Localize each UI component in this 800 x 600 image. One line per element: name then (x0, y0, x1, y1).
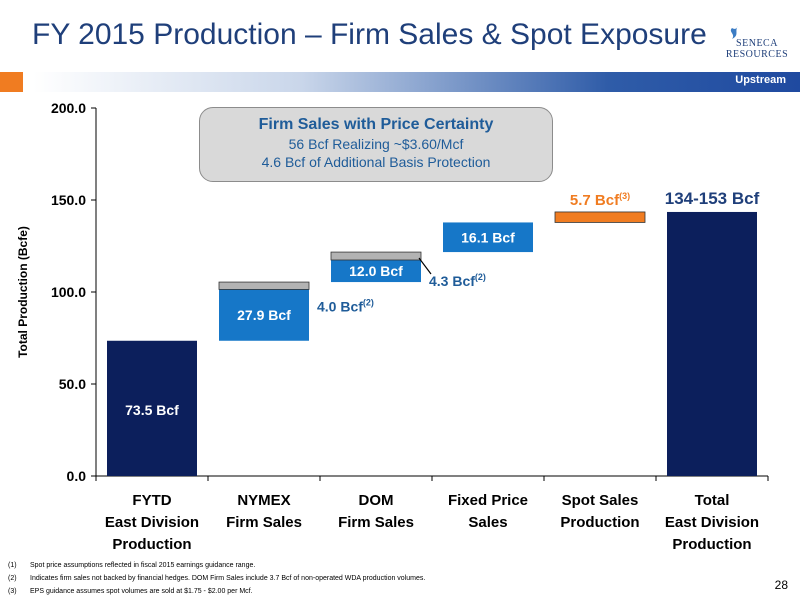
logo-line-2: RESOURCES (725, 49, 789, 60)
footnotes: (1) Spot price assumptions reflected in f… (8, 559, 425, 598)
data-label: 16.1 Bcf (461, 229, 515, 245)
page-title: FY 2015 Production – Firm Sales & Spot E… (32, 18, 707, 51)
x-tick-label-line: Fixed Price (448, 492, 528, 509)
x-tick-label: Spot Sales Production (560, 492, 639, 531)
data-label: 134-153 Bcf (665, 189, 760, 208)
data-label: 4.0 Bcf(2) (317, 297, 374, 314)
data-label: 27.9 Bcf (237, 307, 291, 323)
footnote-text: Indicates firm sales not backed by finan… (30, 575, 426, 582)
logo-flame-icon (730, 26, 738, 39)
callout-line-2: 4.6 Bcf of Additional Basis Protection (261, 154, 491, 170)
bar-segment (443, 222, 533, 253)
footnote-number: (2) (8, 575, 17, 582)
x-tick-label-line: East Division (105, 514, 199, 531)
footnote-number: (3) (8, 588, 17, 595)
x-tick-label: FYTD East Division Production (105, 492, 199, 553)
bar-segment (107, 340, 197, 476)
x-tick-label: DOM Firm Sales (338, 492, 414, 531)
y-axis-label: Total Production (Bcfe) (16, 226, 30, 358)
footnote-number: (1) (8, 562, 17, 569)
y-tick-label: 200.0 (51, 100, 86, 116)
x-tick-label: Fixed Price Sales (448, 492, 528, 531)
logo-wordmark: SENECA RESOURCES (718, 38, 796, 60)
data-label: 4.3 Bcf(2) (429, 272, 486, 289)
data-label-value: 4.3 Bcf (429, 273, 475, 289)
bar-segment (218, 281, 310, 290)
data-label-value: 5.7 Bcf (570, 192, 620, 209)
x-tick-label-line: Sales (468, 514, 507, 531)
header-band (33, 72, 800, 92)
data-label-value: 4.0 Bcf (317, 298, 363, 314)
footnote-text: EPS guidance assumes spot volumes are so… (30, 588, 253, 595)
data-label-value: 73.5 Bcf (125, 402, 179, 418)
x-tick-label-line: Production (112, 536, 191, 553)
callout-title: Firm Sales with Price Certainty (258, 116, 494, 133)
y-tick-label: 100.0 (51, 284, 86, 300)
callout-box: Firm Sales with Price Certainty 56 Bcf R… (199, 107, 553, 182)
bar-segment (554, 211, 646, 223)
y-tick-label: 50.0 (59, 376, 86, 392)
logo-line-1: SENECA (736, 38, 778, 49)
data-label-value: 12.0 Bcf (349, 263, 403, 279)
x-tick-label-line: FYTD (132, 492, 171, 509)
bar-segment (331, 259, 421, 283)
footnote: (1) Spot price assumptions reflected in f… (8, 559, 425, 572)
footnote: (3) EPS guidance assumes spot volumes are… (8, 585, 425, 598)
bar-segment (330, 251, 422, 261)
data-label-value: 27.9 Bcf (237, 307, 291, 323)
leader-line (418, 257, 432, 275)
bar-segment (667, 211, 757, 476)
data-label-value: 16.1 Bcf (461, 229, 515, 245)
x-tick-label-line: DOM (359, 492, 394, 509)
data-label-superscript: (3) (619, 191, 630, 201)
company-logo: SENECA RESOURCES (718, 24, 796, 68)
x-tick-label: Total East Division Production (665, 492, 759, 553)
x-tick-label-line: Firm Sales (226, 514, 302, 531)
callout-line-1: 56 Bcf Realizing ~$3.60/Mcf (288, 136, 464, 152)
footnote-text: Spot price assumptions reflected in fisc… (30, 562, 256, 569)
data-label-superscript: (2) (475, 272, 486, 282)
x-tick-label-line: Firm Sales (338, 514, 414, 531)
section-tag: Upstream (735, 74, 786, 86)
x-tick-label-line: Production (672, 536, 751, 553)
x-tick-label-line: NYMEX (237, 492, 290, 509)
x-tick-label-line: Total (695, 492, 730, 509)
data-label: 73.5 Bcf (125, 402, 179, 418)
data-label-value: 134-153 Bcf (665, 189, 760, 208)
page-number: 28 (774, 578, 788, 592)
x-tick-label: NYMEX Firm Sales (226, 492, 302, 531)
accent-stripe (0, 72, 23, 92)
x-tick-label-line: Production (560, 514, 639, 531)
data-label: 12.0 Bcf (349, 263, 403, 279)
y-tick-label: 0.0 (67, 468, 87, 484)
data-label: 5.7 Bcf(3) (570, 191, 630, 209)
data-label-superscript: (2) (363, 297, 374, 307)
footnote: (2) Indicates firm sales not backed by fi… (8, 572, 425, 585)
x-tick-label-line: Spot Sales (562, 492, 639, 509)
bar-segment (219, 289, 309, 341)
x-tick-label-line: East Division (665, 514, 759, 531)
y-tick-label: 150.0 (51, 192, 86, 208)
